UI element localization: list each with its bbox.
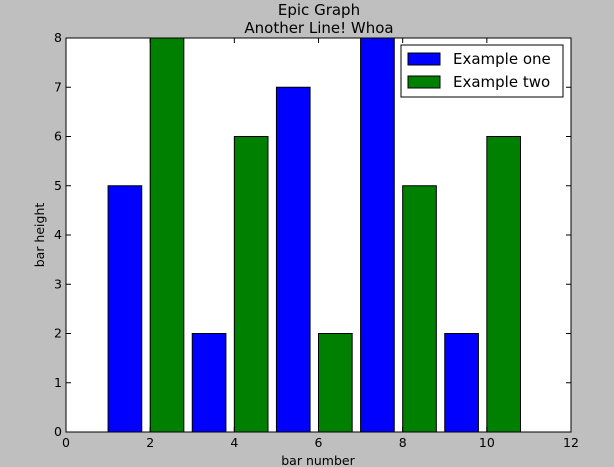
legend-label-example-one: Example one <box>453 50 551 68</box>
y-tick-label-6: 6 <box>54 129 62 144</box>
bar-example-two-4 <box>402 185 437 433</box>
legend-swatch-example-two <box>407 75 441 89</box>
x-tick-label-10: 10 <box>479 435 495 450</box>
x-tick-label-6: 6 <box>315 435 323 450</box>
legend: Example one Example two <box>400 44 564 98</box>
y-tick-label-1: 1 <box>54 375 62 390</box>
bar-example-one-4 <box>360 37 395 433</box>
x-tick-label-2: 2 <box>146 435 154 450</box>
x-tick-label-12: 12 <box>563 435 579 450</box>
legend-label-example-two: Example two <box>453 73 550 91</box>
legend-swatch-example-one <box>407 52 441 66</box>
bar-example-two-5 <box>486 136 522 433</box>
bar-example-one-2 <box>191 333 227 433</box>
y-tick-label-2: 2 <box>54 326 62 341</box>
bar-example-one-5 <box>444 333 479 433</box>
plot-frame <box>65 37 572 433</box>
y-tick-label-8: 8 <box>54 30 62 45</box>
bar-example-two-2 <box>233 136 269 433</box>
x-axis-label: bar number <box>281 453 355 467</box>
y-tick-label-7: 7 <box>54 79 62 94</box>
y-tick-label-0: 0 <box>54 424 62 439</box>
x-tick-label-8: 8 <box>399 435 407 450</box>
x-tick-label-4: 4 <box>230 435 238 450</box>
y-axis-label: bar height <box>32 203 47 268</box>
bar-example-two-3 <box>318 333 353 433</box>
y-tick-label-4: 4 <box>54 227 62 242</box>
y-tick-label-5: 5 <box>54 178 62 193</box>
x-tick-label-0: 0 <box>62 435 70 450</box>
chart-subtitle: Another Line! Whoa <box>244 19 393 37</box>
chart-title: Epic Graph <box>278 1 360 19</box>
bar-example-one-1 <box>107 185 143 433</box>
bar-example-two-1 <box>149 37 185 433</box>
y-tick-label-3: 3 <box>54 276 62 291</box>
bar-example-one-3 <box>275 86 311 433</box>
